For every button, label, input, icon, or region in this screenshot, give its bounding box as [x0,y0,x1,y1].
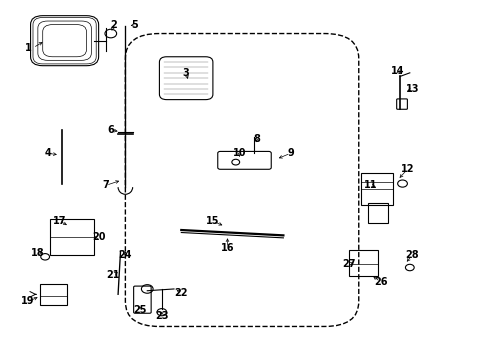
Text: 5: 5 [131,19,138,30]
Text: 25: 25 [133,305,146,315]
Text: 3: 3 [183,68,189,78]
Text: 1: 1 [25,43,31,53]
Text: 8: 8 [253,134,260,144]
Text: 10: 10 [232,148,246,158]
Text: 12: 12 [400,164,413,174]
Text: 4: 4 [44,148,51,158]
Text: 23: 23 [155,311,168,321]
Text: 2: 2 [110,19,116,30]
Text: 27: 27 [342,259,355,269]
Text: 28: 28 [405,250,418,260]
Text: 9: 9 [287,148,293,158]
Text: 7: 7 [102,180,109,190]
Text: 15: 15 [206,216,219,226]
Text: 24: 24 [119,250,132,260]
Text: 13: 13 [405,84,418,94]
Text: 26: 26 [373,277,386,287]
Text: 17: 17 [53,216,66,226]
Text: 18: 18 [31,248,44,258]
Text: 21: 21 [106,270,120,280]
Text: 6: 6 [107,125,114,135]
Text: 20: 20 [92,232,105,242]
Text: 22: 22 [174,288,188,297]
Text: 14: 14 [390,66,404,76]
Text: 11: 11 [364,180,377,190]
Text: 19: 19 [21,296,35,306]
Text: 16: 16 [220,243,234,253]
